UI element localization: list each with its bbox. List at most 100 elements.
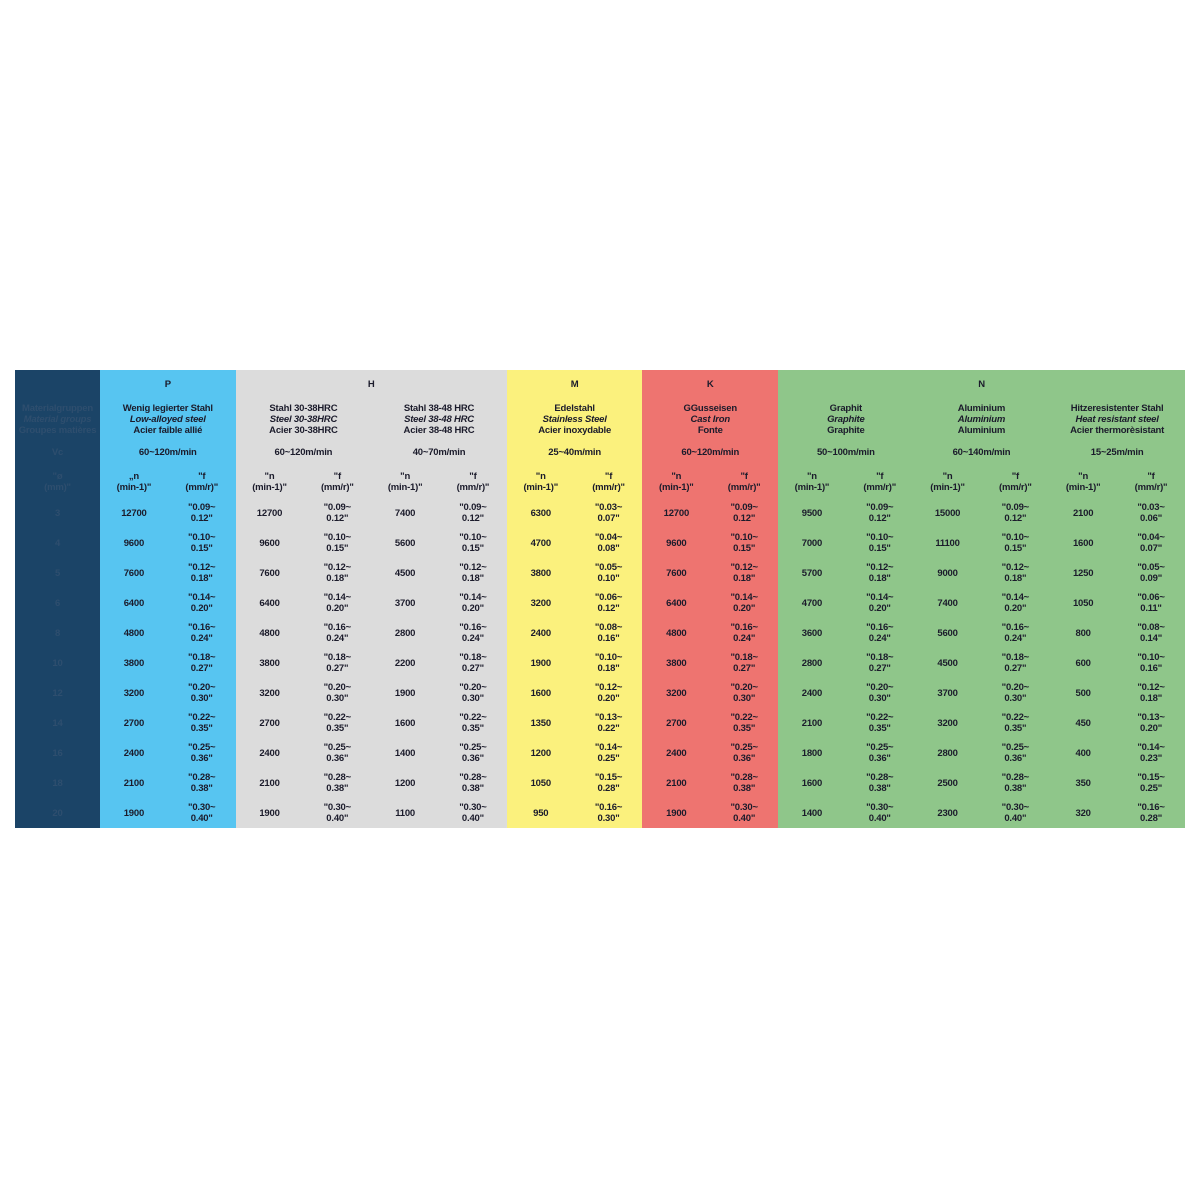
spindle-speed-value: 3200: [100, 678, 168, 708]
spindle-speed-value: 2800: [778, 648, 846, 678]
spindle-speed-value: 7600: [642, 558, 711, 588]
feed-value: "0.28~ 0.38": [845, 768, 914, 798]
spindle-speed-value: 4500: [913, 648, 982, 678]
spindle-speed-value: 3200: [235, 678, 304, 708]
material-name-de: GGusseisen: [683, 402, 738, 414]
feed-value: "0.09~ 0.12": [845, 498, 914, 528]
material-name-de: Edelstahl: [554, 402, 595, 414]
feed-value: "0.30~ 0.40": [303, 798, 372, 828]
spindle-speed-value: 1250: [1049, 558, 1118, 588]
spindle-speed-value: 5700: [778, 558, 846, 588]
feed-value: "0.22~ 0.35": [981, 708, 1050, 738]
spindle-speed-value: 2100: [778, 708, 846, 738]
cutting-speed: 60~140m/min: [913, 440, 1050, 465]
feed-value: "0.05~ 0.10": [574, 558, 643, 588]
material-name: Edelstahl Stainless Steel Acier inoxydable: [506, 398, 643, 440]
feed-header: "f (mm/r)": [574, 465, 643, 498]
spindle-speed-value: 4800: [642, 618, 711, 648]
spindle-speed-header: "n (min-1)": [371, 465, 439, 498]
feed-value: "0.10~ 0.15": [845, 528, 914, 558]
material-name-de: Graphit: [829, 402, 863, 414]
diameter-value: 5: [15, 558, 100, 588]
material-name-en: Low-alloyed steel: [129, 413, 206, 425]
feed-value: "0.28~ 0.38": [303, 768, 372, 798]
feed-value: "0.18~ 0.27": [167, 648, 236, 678]
feed-value: "0.09~ 0.12": [710, 498, 779, 528]
feed-value: "0.28~ 0.38": [710, 768, 779, 798]
diameter-value: 18: [15, 768, 100, 798]
label-en: Material groups: [23, 413, 92, 425]
feed-value: "0.18~ 0.27": [710, 648, 779, 678]
feed-value: "0.18~ 0.27": [439, 648, 507, 678]
spindle-speed-value: 4700: [778, 588, 846, 618]
spindle-speed-value: 9500: [778, 498, 846, 528]
feed-value: "0.20~ 0.30": [167, 678, 236, 708]
feed-value: "0.08~ 0.16": [574, 618, 643, 648]
material-name: Wenig legierter Stahl Low-alloyed steel Ac…: [100, 398, 236, 440]
feed-value: "0.05~ 0.09": [1117, 558, 1185, 588]
spindle-speed-value: 3200: [506, 588, 575, 618]
material-name-fr: Fonte: [697, 424, 723, 436]
diameter-value: 4: [15, 528, 100, 558]
feed-value: "0.16~ 0.24": [303, 618, 372, 648]
feed-value: "0.10~ 0.15": [167, 528, 236, 558]
material-name-en: Cast Iron: [690, 413, 731, 425]
spindle-speed-value: 500: [1049, 678, 1118, 708]
table-row: 3 12700 "0.09~ 0.12" 12700 "0.09~ 0.12" 7400 "…: [15, 498, 1185, 528]
material-groups-label: Materialgruppen Material groups Groupes ma…: [15, 398, 100, 440]
feed-value: "0.16~ 0.24": [981, 618, 1050, 648]
spindle-speed-value: 450: [1049, 708, 1118, 738]
spindle-speed-value: 5600: [913, 618, 982, 648]
spindle-speed-value: 2400: [778, 678, 846, 708]
feed-value: "0.14~ 0.20": [981, 588, 1050, 618]
spindle-speed-value: 12700: [642, 498, 711, 528]
spindle-speed-value: 2200: [371, 648, 439, 678]
group-n-letter: N: [778, 370, 1185, 398]
spindle-speed-value: 3800: [100, 648, 168, 678]
feed-header: "f (mm/r)": [303, 465, 372, 498]
table-row: 5 7600 "0.12~ 0.18" 7600 "0.12~ 0.18" 4500 "0.…: [15, 558, 1185, 588]
feed-value: "0.20~ 0.30": [439, 678, 507, 708]
feed-value: "0.25~ 0.36": [167, 738, 236, 768]
feed-value: "0.03~ 0.06": [1117, 498, 1185, 528]
material-name-de: Hitzeresistenter Stahl: [1070, 402, 1164, 414]
material-name-en: Heat resistant steel: [1075, 413, 1159, 425]
spindle-speed-value: 1900: [100, 798, 168, 828]
feed-value: "0.03~ 0.07": [574, 498, 643, 528]
spindle-speed-value: 320: [1049, 798, 1118, 828]
feed-value: "0.30~ 0.40": [981, 798, 1050, 828]
feed-value: "0.18~ 0.27": [981, 648, 1050, 678]
feed-value: "0.25~ 0.36": [845, 738, 914, 768]
spindle-speed-value: 2400: [100, 738, 168, 768]
spindle-speed-value: 1200: [506, 738, 575, 768]
feed-value: "0.09~ 0.12": [303, 498, 372, 528]
spindle-speed-value: 6400: [642, 588, 711, 618]
feed-header: "f (mm/r)": [439, 465, 507, 498]
cutting-speed: 50~100m/min: [778, 440, 914, 465]
feed-value: "0.14~ 0.20": [167, 588, 236, 618]
feed-value: "0.15~ 0.25": [1117, 768, 1185, 798]
group-k-letter: K: [642, 370, 779, 398]
column-header-row: "ø (mm)" „n (min-1)" "f (mm/r)" "n (min-1)"…: [15, 465, 1185, 498]
material-name-fr: Acier thermorèsistant: [1070, 424, 1165, 436]
spindle-speed-value: 1400: [778, 798, 846, 828]
spindle-speed-value: 1800: [778, 738, 846, 768]
feed-value: "0.25~ 0.36": [439, 738, 507, 768]
feed-value: "0.20~ 0.30": [845, 678, 914, 708]
material-name-de: Wenig legierter Stahl: [122, 402, 213, 414]
table-row: 12 3200 "0.20~ 0.30" 3200 "0.20~ 0.30" 1900 "0…: [15, 678, 1185, 708]
diameter-header: "ø (mm)": [15, 465, 100, 498]
feed-value: "0.14~ 0.20": [303, 588, 372, 618]
feed-value: "0.22~ 0.35": [439, 708, 507, 738]
spindle-speed-value: 3700: [913, 678, 982, 708]
feed-value: "0.10~ 0.18": [574, 648, 643, 678]
spindle-speed-header: "n (min-1)": [1049, 465, 1118, 498]
table-row: 16 2400 "0.25~ 0.36" 2400 "0.25~ 0.36" 1400 "0…: [15, 738, 1185, 768]
spindle-speed-value: 400: [1049, 738, 1118, 768]
material-name-fr: Graphite: [827, 424, 865, 436]
spindle-speed-value: 9600: [100, 528, 168, 558]
feed-value: "0.12~ 0.18": [981, 558, 1050, 588]
feed-value: "0.15~ 0.28": [574, 768, 643, 798]
feed-value: "0.22~ 0.35": [710, 708, 779, 738]
spindle-speed-value: 1600: [778, 768, 846, 798]
